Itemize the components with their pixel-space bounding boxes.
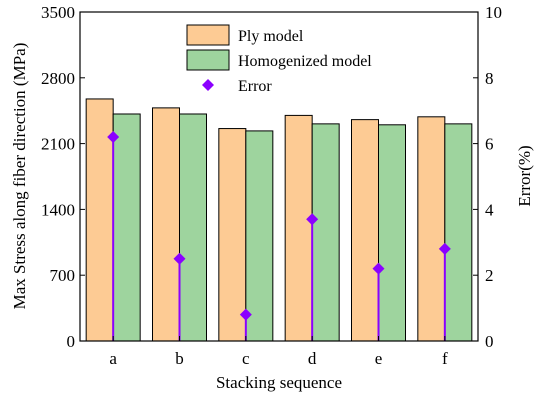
bars-group (85, 98, 473, 342)
plot-frame (79, 11, 479, 342)
bar-homogenized-a (112, 113, 141, 342)
legend-swatch-ply (186, 24, 230, 46)
y-tick-label: 700 (50, 266, 76, 285)
axes-group (79, 11, 479, 342)
ticks-group: 0 700 1400 2100 2800 3500 0 2 4 6 8 10 a b c d e f (41, 3, 502, 368)
x-axis-title: Stacking sequence (216, 373, 342, 392)
error-marker-b (173, 252, 186, 265)
bar-homogenized-e (378, 124, 406, 342)
bar-ply-e (351, 119, 379, 342)
error-marker-c (239, 308, 252, 321)
x-tick-label: e (375, 349, 383, 368)
bar-homogenized-b (179, 113, 207, 342)
y-tick-label: 2100 (41, 135, 75, 154)
x-tick-label: f (442, 349, 448, 368)
bar-ply-f (417, 116, 446, 342)
x-tick-label: b (175, 349, 184, 368)
y2-tick-label: 6 (485, 135, 494, 154)
x-tick-label: a (109, 349, 117, 368)
y2-tick-label: 8 (485, 69, 494, 88)
bar-ply-d (284, 114, 313, 342)
y2-axis-title: Error(%) (515, 145, 534, 206)
legend-label-error: Error (238, 78, 272, 95)
y-tick-label: 3500 (41, 3, 75, 22)
y2-tick-label: 2 (485, 266, 494, 285)
y-tick-label: 1400 (41, 200, 75, 219)
x-tick-label: d (308, 349, 317, 368)
y-axis-title: Max Stress along fiber direction (MPa) (10, 43, 29, 310)
bar-ply-b (152, 107, 180, 342)
legend-label-ply: Ply model (238, 28, 304, 45)
y2-tick-label: 0 (485, 332, 494, 351)
error-marker-f (438, 242, 451, 255)
bar-ply-a (85, 98, 114, 342)
bar-homogenized-f (444, 123, 473, 342)
bar-homogenized-c (245, 130, 274, 342)
x-tick-label: c (242, 349, 250, 368)
error-marker-d (306, 213, 319, 226)
y-tick-label: 2800 (41, 69, 75, 88)
y2-tick-label: 10 (485, 3, 502, 22)
bar-ply-c (218, 128, 247, 342)
error-marker-e (372, 262, 385, 275)
bar-homogenized-d (311, 123, 340, 342)
legend: Ply model Homogenized model Error (186, 24, 372, 95)
error-marker-a (107, 131, 120, 144)
legend-marker-error (202, 79, 214, 91)
error-group (107, 131, 451, 341)
y-tick-label: 0 (67, 332, 76, 351)
legend-swatch-homogenized (186, 49, 230, 71)
y2-tick-label: 4 (485, 200, 494, 219)
legend-label-homogenized: Homogenized model (238, 53, 372, 70)
